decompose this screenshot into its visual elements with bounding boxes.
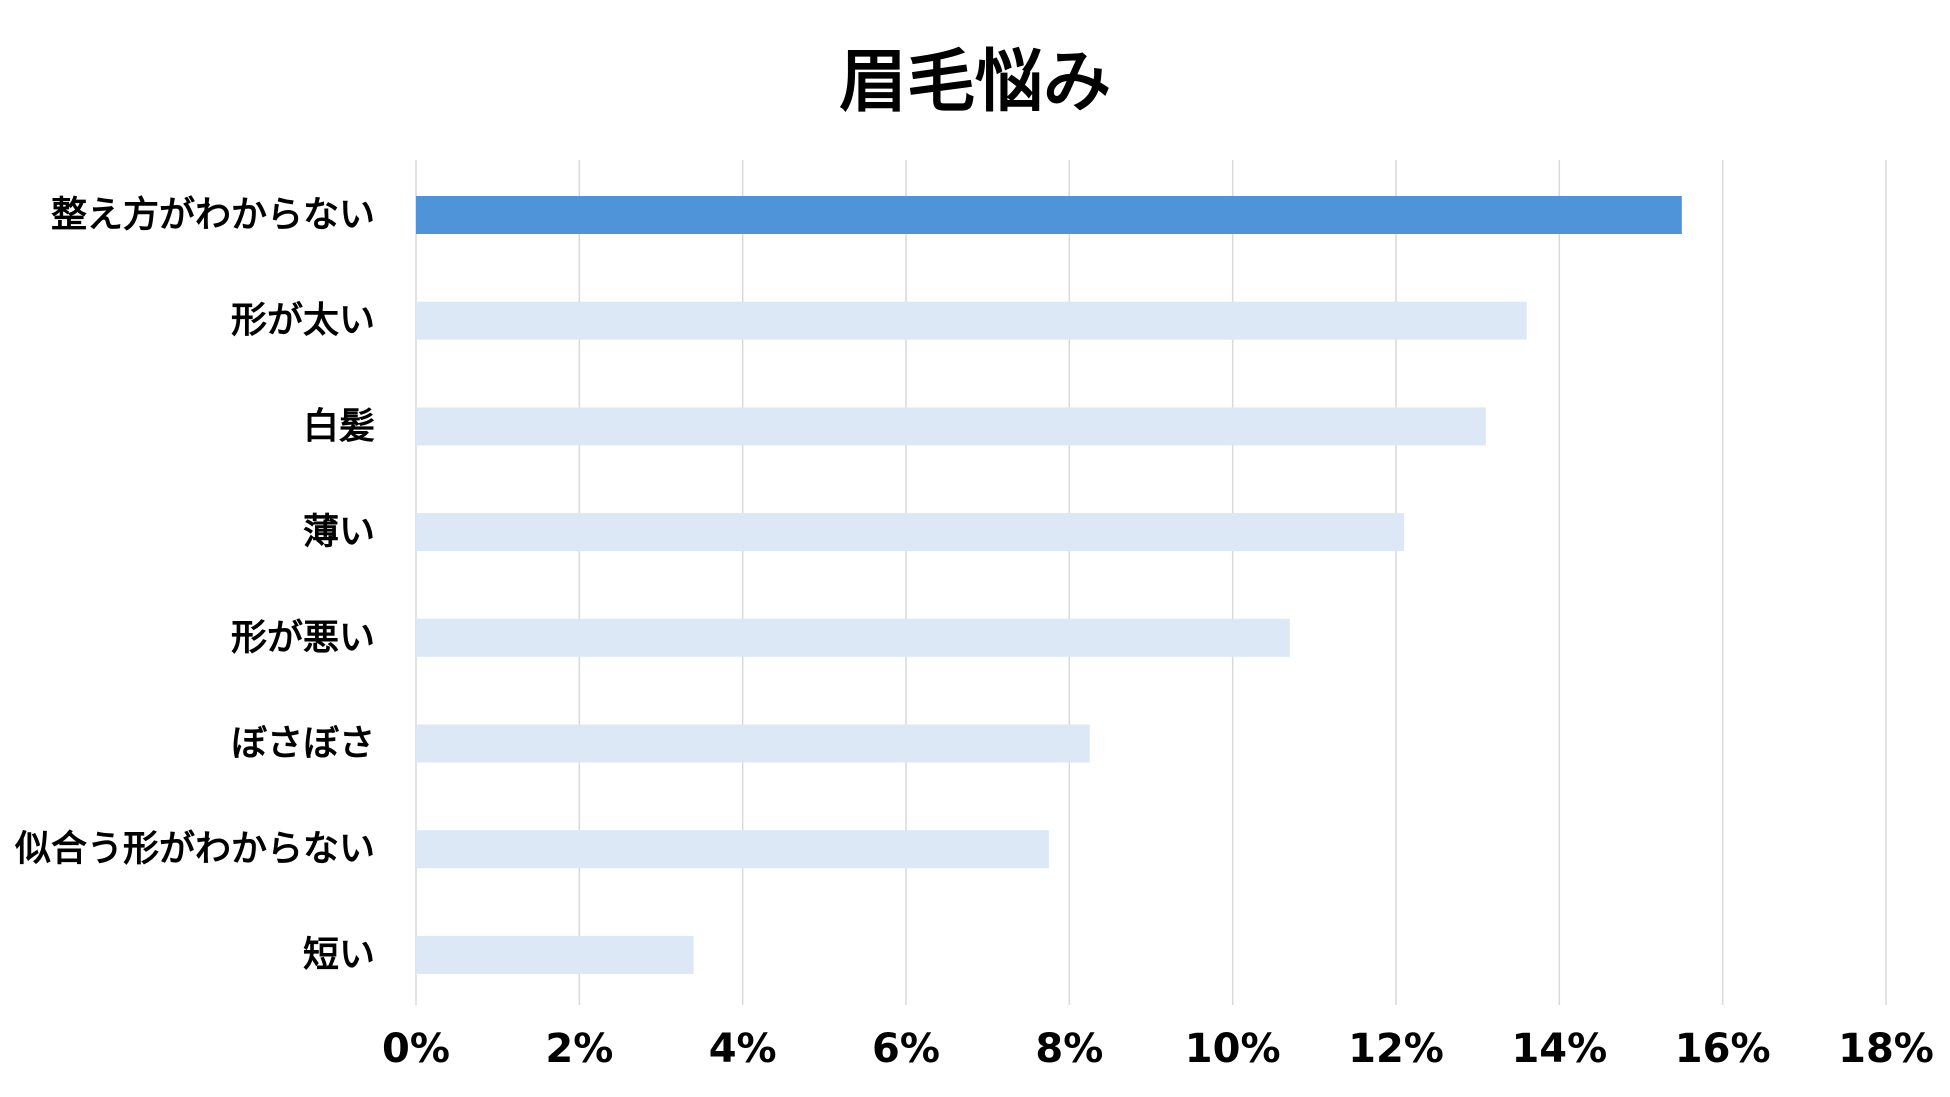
x-tick-label: 14%	[1511, 1026, 1607, 1072]
x-tick-label: 12%	[1348, 1026, 1444, 1072]
category-label: 形が悪い	[231, 617, 375, 658]
x-axis-tick-labels: 0% 2% 4% 6% 8% 10% 12% 14% 16% 18%	[382, 1026, 1934, 1072]
bars	[416, 196, 1682, 974]
bar	[416, 935, 694, 974]
bar	[416, 724, 1090, 763]
category-label: 白髪	[303, 406, 375, 447]
chart-title: 眉毛悩み	[838, 43, 1111, 122]
x-tick-label: 2%	[545, 1026, 613, 1072]
category-label: ぼさぼさ	[231, 723, 375, 764]
category-label: 形が太い	[231, 300, 375, 341]
x-tick-label: 6%	[872, 1026, 940, 1072]
bar	[416, 830, 1049, 869]
x-tick-label: 0%	[382, 1026, 450, 1072]
bar	[416, 196, 1682, 234]
x-tick-label: 4%	[709, 1026, 777, 1072]
bar	[416, 301, 1527, 340]
x-tick-label: 10%	[1185, 1026, 1281, 1072]
category-label: 短い	[303, 934, 375, 975]
category-label: 似合う形がわからない	[14, 829, 375, 870]
category-label: 整え方がわからない	[51, 195, 375, 236]
category-label: 薄い	[303, 512, 375, 553]
x-tick-label: 18%	[1838, 1026, 1934, 1072]
x-tick-label: 8%	[1035, 1026, 1103, 1072]
bar	[416, 513, 1405, 552]
x-tick-label: 16%	[1675, 1026, 1771, 1072]
bar	[416, 618, 1290, 657]
bar	[416, 407, 1486, 446]
gridlines	[415, 160, 1887, 1005]
